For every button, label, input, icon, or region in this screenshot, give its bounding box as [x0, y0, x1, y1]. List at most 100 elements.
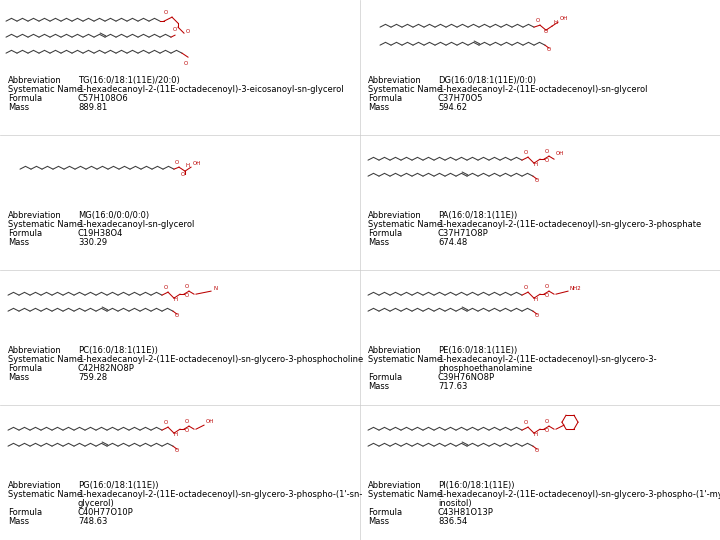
Text: OH: OH — [556, 151, 564, 156]
Text: Abbreviation: Abbreviation — [368, 481, 422, 490]
Text: 1-hexadecanoyl-2-(11E-octadecenoyl)-sn-glycero-3-phosphate: 1-hexadecanoyl-2-(11E-octadecenoyl)-sn-g… — [438, 220, 701, 228]
Text: Systematic Name: Systematic Name — [368, 85, 442, 93]
Text: O: O — [535, 448, 539, 453]
Text: C19H38O4: C19H38O4 — [78, 228, 123, 238]
Text: O: O — [524, 420, 528, 425]
Text: 1-hexadecanoyl-2-(11E-octadecenoyl)-sn-glycero-3-: 1-hexadecanoyl-2-(11E-octadecenoyl)-sn-g… — [438, 355, 657, 363]
Text: Systematic Name: Systematic Name — [368, 490, 442, 498]
Text: O: O — [547, 47, 551, 52]
Text: O: O — [185, 284, 189, 289]
Text: Abbreviation: Abbreviation — [368, 76, 422, 85]
Text: O: O — [545, 293, 549, 298]
Text: O: O — [535, 178, 539, 183]
Text: H: H — [554, 20, 558, 25]
Text: inositol): inositol) — [438, 498, 472, 508]
Text: O: O — [535, 313, 539, 318]
Text: H: H — [534, 162, 538, 167]
Text: O: O — [545, 419, 549, 424]
Text: 717.63: 717.63 — [438, 382, 467, 390]
Text: O: O — [175, 160, 179, 165]
Text: H: H — [534, 432, 538, 437]
Text: Systematic Name: Systematic Name — [8, 355, 82, 363]
Text: O: O — [185, 428, 189, 433]
Text: O: O — [186, 29, 190, 33]
Text: 1-hexadecanoyl-2-(11E-octadecenoyl)-sn-glycero-3-phosphocholine: 1-hexadecanoyl-2-(11E-octadecenoyl)-sn-g… — [78, 355, 364, 363]
Text: Abbreviation: Abbreviation — [8, 481, 62, 490]
Text: O: O — [181, 172, 185, 177]
Text: C40H77O10P: C40H77O10P — [78, 508, 134, 517]
Text: MG(16:0/0:0/0:0): MG(16:0/0:0/0:0) — [78, 211, 149, 220]
Text: 836.54: 836.54 — [438, 517, 467, 525]
Text: Formula: Formula — [368, 93, 402, 103]
Text: Mass: Mass — [8, 238, 29, 247]
Text: Formula: Formula — [8, 228, 42, 238]
Text: O: O — [164, 285, 168, 290]
Text: Systematic Name: Systematic Name — [8, 490, 82, 498]
Text: 1-hexadecanoyl-2-(11E-octadecenoyl)-sn-glycero-3-phospho-(1'-sn-: 1-hexadecanoyl-2-(11E-octadecenoyl)-sn-g… — [78, 490, 362, 498]
Text: O: O — [524, 285, 528, 290]
Text: O: O — [173, 27, 177, 32]
Text: PA(16:0/18:1(11E)): PA(16:0/18:1(11E)) — [438, 211, 517, 220]
Text: Abbreviation: Abbreviation — [8, 346, 62, 355]
Text: Abbreviation: Abbreviation — [368, 346, 422, 355]
Text: TG(16:0/18:1(11E)/20:0): TG(16:0/18:1(11E)/20:0) — [78, 76, 180, 85]
Text: Formula: Formula — [368, 228, 402, 238]
Text: Mass: Mass — [368, 382, 389, 390]
Text: Systematic Name: Systematic Name — [8, 220, 82, 228]
Text: Mass: Mass — [368, 517, 389, 525]
Text: 1-hexadecanoyl-2-(11E-octadecenoyl)-sn-glycerol: 1-hexadecanoyl-2-(11E-octadecenoyl)-sn-g… — [438, 85, 647, 93]
Text: O: O — [545, 158, 549, 163]
Text: C57H108O6: C57H108O6 — [78, 93, 129, 103]
Text: PE(16:0/18:1(11E)): PE(16:0/18:1(11E)) — [438, 346, 517, 355]
Text: Systematic Name: Systematic Name — [368, 220, 442, 228]
Text: Abbreviation: Abbreviation — [8, 211, 62, 220]
Text: Systematic Name: Systematic Name — [8, 85, 82, 93]
Text: NH2: NH2 — [570, 286, 582, 291]
Text: 1-hexadecanoyl-2-(11E-octadecenoyl)-sn-glycero-3-phospho-(1'-myo-: 1-hexadecanoyl-2-(11E-octadecenoyl)-sn-g… — [438, 490, 720, 498]
Text: Mass: Mass — [8, 103, 29, 112]
Text: 594.62: 594.62 — [438, 103, 467, 112]
Text: OH: OH — [206, 419, 215, 424]
Text: O: O — [185, 419, 189, 424]
Text: O: O — [184, 61, 188, 66]
Text: Mass: Mass — [368, 238, 389, 247]
Text: O: O — [175, 448, 179, 453]
Text: O: O — [536, 18, 540, 23]
Text: H: H — [174, 432, 178, 437]
Text: C43H81O13P: C43H81O13P — [438, 508, 494, 517]
Text: Abbreviation: Abbreviation — [8, 76, 62, 85]
Text: Mass: Mass — [8, 373, 29, 382]
Text: 1-hexadecanoyl-2-(11E-octadecenoyl)-3-eicosanoyl-sn-glycerol: 1-hexadecanoyl-2-(11E-octadecenoyl)-3-ei… — [78, 85, 343, 93]
Text: Mass: Mass — [8, 517, 29, 525]
Text: PC(16:0/18:1(11E)): PC(16:0/18:1(11E)) — [78, 346, 158, 355]
Text: Mass: Mass — [368, 103, 389, 112]
Text: Formula: Formula — [368, 508, 402, 517]
Text: N: N — [213, 286, 217, 291]
Text: Abbreviation: Abbreviation — [368, 211, 422, 220]
Text: DG(16:0/18:1(11E)/0:0): DG(16:0/18:1(11E)/0:0) — [438, 76, 536, 85]
Text: Formula: Formula — [8, 363, 42, 373]
Text: OH: OH — [193, 161, 202, 166]
Text: O: O — [545, 149, 549, 154]
Text: OH: OH — [560, 16, 568, 21]
Text: O: O — [185, 293, 189, 298]
Text: 748.63: 748.63 — [78, 517, 107, 525]
Text: glycerol): glycerol) — [78, 498, 114, 508]
Text: Systematic Name: Systematic Name — [368, 355, 442, 363]
Text: O: O — [164, 420, 168, 425]
Text: O: O — [175, 313, 179, 318]
Text: H: H — [174, 297, 178, 302]
Text: C42H82NO8P: C42H82NO8P — [78, 363, 135, 373]
Text: H: H — [534, 297, 538, 302]
Text: H: H — [185, 163, 189, 168]
Text: O: O — [545, 284, 549, 289]
Text: C37H71O8P: C37H71O8P — [438, 228, 489, 238]
Text: Formula: Formula — [8, 93, 42, 103]
Text: O: O — [164, 10, 168, 15]
Text: PG(16:0/18:1(11E)): PG(16:0/18:1(11E)) — [78, 481, 158, 490]
Text: Formula: Formula — [368, 373, 402, 382]
Text: PI(16:0/18:1(11E)): PI(16:0/18:1(11E)) — [438, 481, 515, 490]
Text: O: O — [524, 150, 528, 155]
Text: C39H76NO8P: C39H76NO8P — [438, 373, 495, 382]
Text: 759.28: 759.28 — [78, 373, 107, 382]
